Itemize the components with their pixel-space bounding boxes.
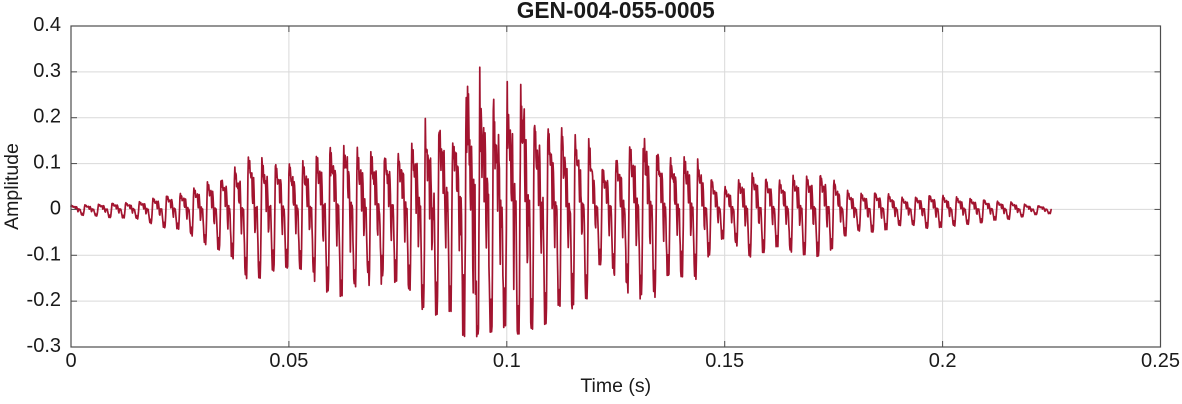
svg-text:GEN-004-055-0005: GEN-004-055-0005 bbox=[517, 0, 715, 23]
svg-text:0.25: 0.25 bbox=[1141, 350, 1180, 372]
svg-text:Time (s): Time (s) bbox=[580, 375, 651, 397]
svg-text:Amplitude: Amplitude bbox=[1, 143, 23, 230]
svg-text:0.2: 0.2 bbox=[33, 106, 61, 128]
svg-text:-0.2: -0.2 bbox=[27, 289, 61, 311]
svg-text:0.1: 0.1 bbox=[493, 350, 521, 372]
svg-text:0.3: 0.3 bbox=[33, 60, 61, 82]
svg-text:0.1: 0.1 bbox=[33, 152, 61, 174]
svg-text:0.4: 0.4 bbox=[33, 14, 61, 36]
svg-text:-0.1: -0.1 bbox=[27, 243, 61, 265]
svg-text:-0.3: -0.3 bbox=[27, 335, 61, 357]
svg-text:0: 0 bbox=[65, 350, 76, 372]
svg-text:0.05: 0.05 bbox=[269, 350, 308, 372]
svg-text:0.2: 0.2 bbox=[929, 350, 957, 372]
svg-text:0: 0 bbox=[50, 197, 61, 219]
svg-text:0.15: 0.15 bbox=[705, 350, 744, 372]
